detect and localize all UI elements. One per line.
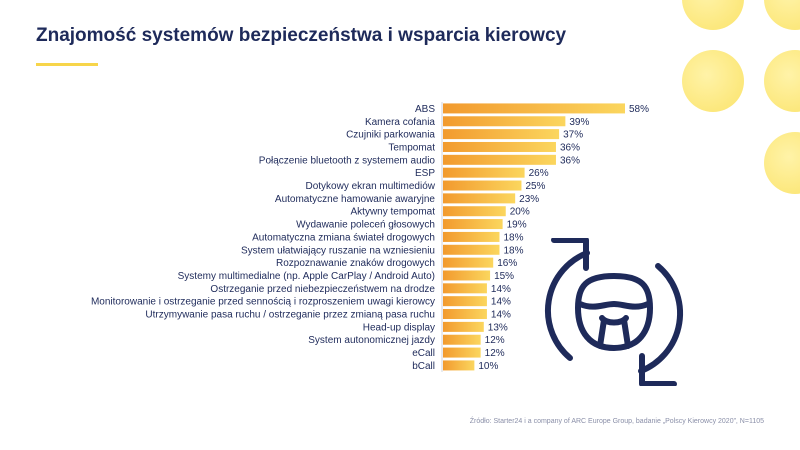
value-label: 15% (494, 271, 514, 282)
category-label: System autonomicznej jazdy (308, 335, 435, 346)
value-label: 14% (491, 284, 511, 295)
value-label: 37% (563, 130, 583, 141)
value-label: 18% (503, 245, 523, 256)
value-label: 14% (491, 297, 511, 308)
value-label: 39% (569, 117, 589, 128)
bar (443, 347, 481, 358)
bar (443, 334, 481, 345)
category-label: Head-up display (363, 322, 435, 333)
bar (443, 129, 560, 140)
category-label: Monitorowanie i ostrzeganie przed sennoś… (91, 297, 435, 308)
value-label: 36% (560, 142, 580, 153)
category-label: Wydawanie poleceń głosowych (296, 220, 435, 231)
bar (443, 154, 556, 165)
bar (443, 257, 494, 268)
category-label: Utrzymywanie pasa ruchu / ostrzeganie pr… (145, 310, 435, 321)
bar (443, 270, 491, 281)
category-label: Systemy multimedialne (np. Apple CarPlay… (178, 271, 435, 282)
category-label: eCall (412, 348, 435, 359)
bar (443, 167, 525, 178)
category-label: Automatyczne hamowanie awaryjne (275, 194, 436, 205)
source-note: Źródło: Starter24 i a company of ARC Eur… (469, 418, 764, 425)
bar (443, 180, 522, 191)
value-label: 23% (519, 194, 539, 205)
value-label: 58% (629, 104, 649, 115)
category-label: Aktywny tempomat (351, 207, 436, 218)
value-label: 13% (488, 322, 508, 333)
value-label: 12% (485, 335, 505, 346)
steering-wheel-refresh-icon (545, 238, 683, 386)
bar (443, 321, 484, 332)
value-label: 25% (525, 181, 545, 192)
category-label: System ułatwiający ruszanie na wzniesien… (241, 245, 435, 256)
bar (443, 309, 487, 320)
category-label: Kamera cofania (365, 117, 435, 128)
category-label: Ostrzeganie przed niebezpieczeństwem na … (210, 284, 435, 295)
value-label: 12% (485, 348, 505, 359)
bar (443, 219, 503, 230)
category-label: Czujniki parkowania (346, 130, 435, 141)
value-label: 16% (497, 258, 517, 269)
page-title: Znajomość systemów bezpieczeństwa i wspa… (36, 25, 567, 46)
category-label: ESP (415, 168, 435, 179)
bar (443, 141, 556, 152)
value-label: 18% (503, 232, 523, 243)
bar (443, 206, 506, 217)
bar (443, 244, 500, 255)
value-label: 36% (560, 155, 580, 166)
category-label: bCall (412, 361, 435, 372)
value-label: 20% (510, 207, 530, 218)
category-label: Połączenie bluetooth z systemem audio (259, 155, 436, 166)
value-label: 10% (478, 361, 498, 372)
title-underline (36, 63, 98, 66)
bar (443, 360, 475, 371)
category-label: Automatyczna zmiana świateł drogowych (252, 232, 435, 243)
category-label: Rozpoznawanie znaków drogowych (276, 258, 435, 269)
category-label: Tempomat (388, 142, 435, 153)
category-label: Dotykowy ekran multimediów (306, 181, 436, 192)
value-label: 14% (491, 310, 511, 321)
bar (443, 231, 500, 242)
bar (443, 116, 566, 127)
value-label: 19% (507, 220, 527, 231)
decor-circle-3 (682, 50, 744, 112)
value-label: 26% (529, 168, 549, 179)
bar (443, 283, 487, 294)
category-label: ABS (415, 104, 435, 115)
bar (443, 193, 516, 204)
bar (443, 103, 625, 114)
bar (443, 296, 487, 307)
